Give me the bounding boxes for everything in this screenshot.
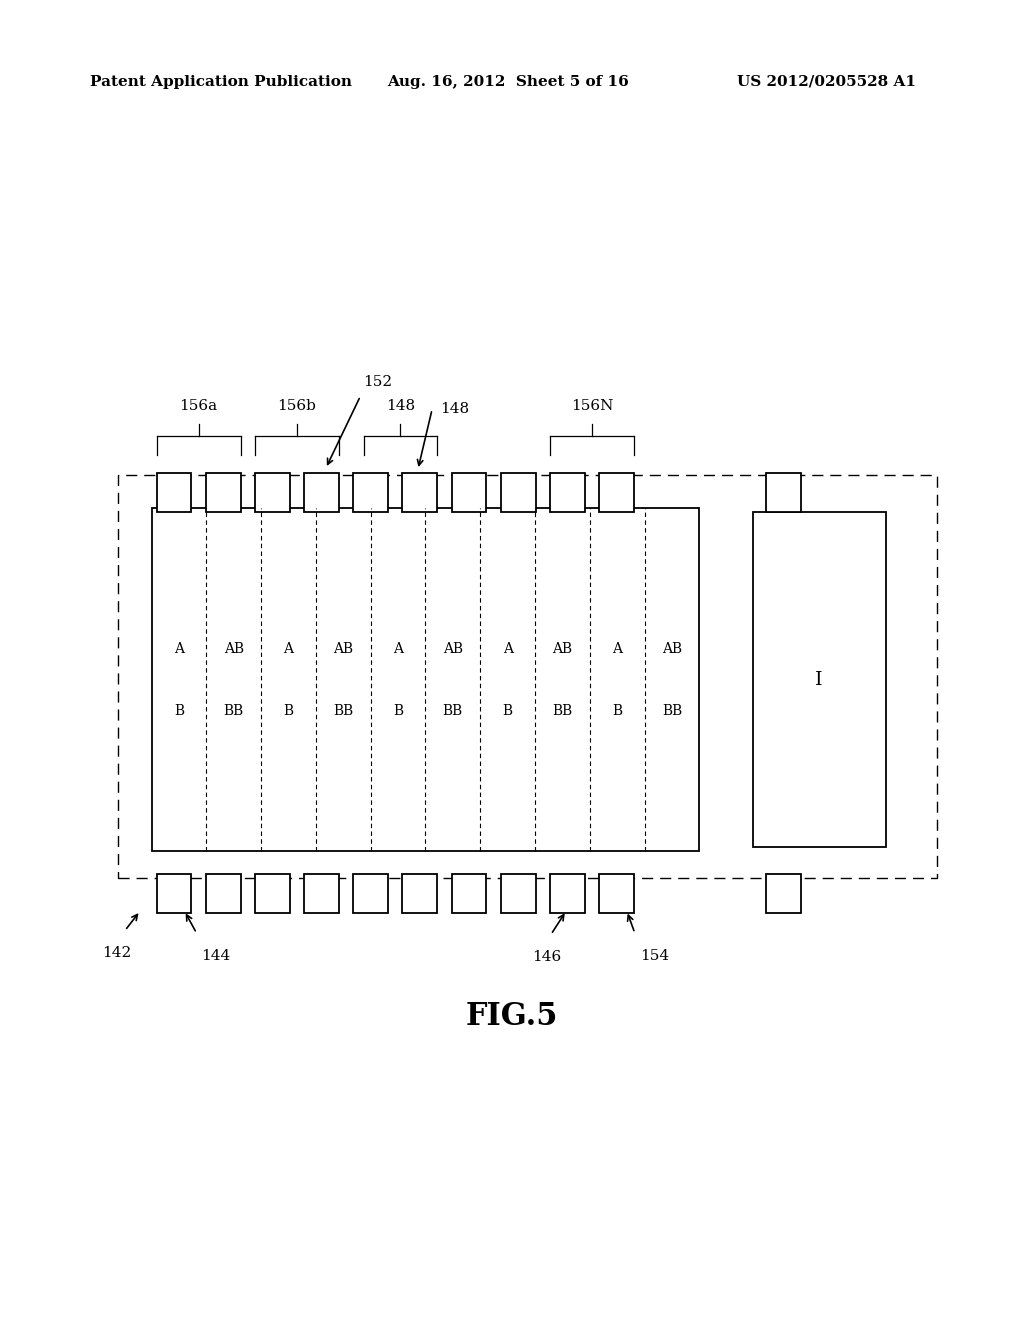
Bar [157,874,191,913]
Text: US 2012/0205528 A1: US 2012/0205528 A1 [737,75,916,88]
Text: AB: AB [442,642,463,656]
Bar [304,874,339,913]
Bar [157,473,191,512]
Text: BB: BB [223,704,244,718]
Bar [353,874,388,913]
Text: A: A [284,642,294,656]
Bar [402,874,437,913]
Bar [353,473,388,512]
Text: BB: BB [662,704,682,718]
Bar [152,508,699,851]
Text: Aug. 16, 2012  Sheet 5 of 16: Aug. 16, 2012 Sheet 5 of 16 [387,75,629,88]
Text: B: B [503,704,513,718]
Text: AB: AB [662,642,682,656]
Text: BB: BB [333,704,353,718]
Bar [304,473,339,512]
Text: 142: 142 [102,946,132,961]
Text: 148: 148 [386,399,415,413]
Text: A: A [393,642,403,656]
Text: B: B [612,704,623,718]
Text: AB: AB [333,642,353,656]
Text: A: A [612,642,623,656]
Text: A: A [174,642,184,656]
Bar [255,473,290,512]
Text: Patent Application Publication: Patent Application Publication [90,75,352,88]
Text: AB: AB [552,642,572,656]
Text: A: A [503,642,513,656]
Text: FIG.5: FIG.5 [466,1001,558,1032]
Bar [550,473,585,512]
Text: BB: BB [442,704,463,718]
Bar [402,473,437,512]
Bar [766,874,801,913]
Bar [599,874,634,913]
Text: 144: 144 [201,949,230,964]
Text: 146: 146 [532,950,562,965]
Bar [206,874,241,913]
Bar [501,473,536,512]
Bar [501,874,536,913]
Text: 154: 154 [640,949,669,964]
Text: I: I [815,671,823,689]
Text: 156N: 156N [570,399,613,413]
Text: 156a: 156a [179,399,218,413]
Bar [452,473,486,512]
Text: 152: 152 [364,375,392,389]
Bar [550,874,585,913]
Bar [118,475,937,878]
Bar [599,473,634,512]
Bar [452,874,486,913]
Text: AB: AB [223,642,244,656]
Text: BB: BB [552,704,572,718]
Text: B: B [284,704,294,718]
Text: 148: 148 [440,401,469,416]
Bar [255,874,290,913]
Text: 156b: 156b [278,399,316,413]
Bar [766,473,801,512]
Bar [753,512,886,847]
Text: B: B [174,704,184,718]
Text: B: B [393,704,403,718]
Bar [206,473,241,512]
